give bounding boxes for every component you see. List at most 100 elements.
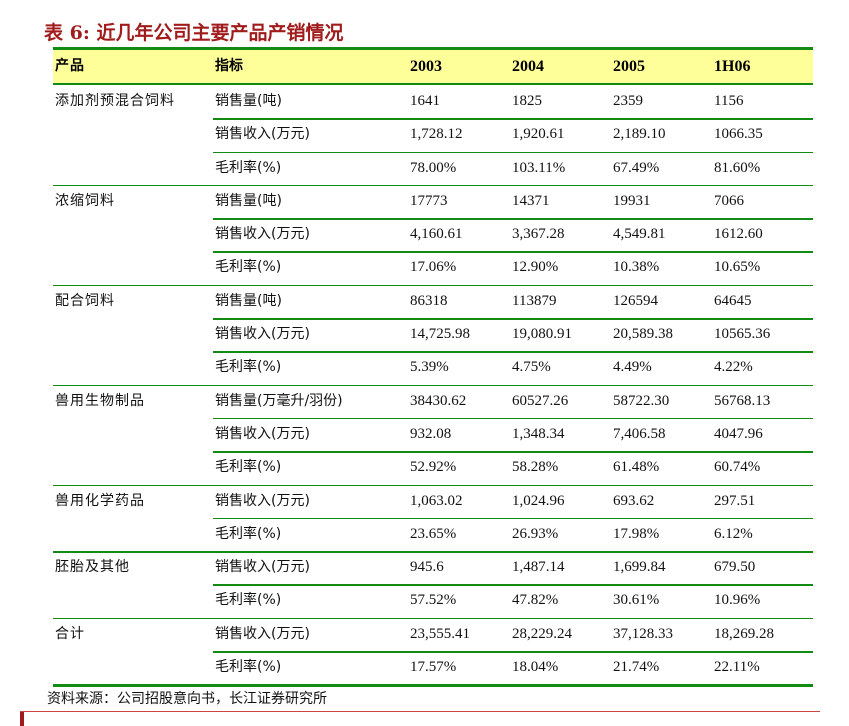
indicator-cell: 销售收入(万元) [215,226,310,243]
header-1h06: 1H06 [714,58,751,75]
table-row: 毛利率(%) 52.92% 58.28% 61.48% 60.74% [53,451,813,484]
value-cell: 26.93% [512,525,559,542]
row-divider [213,451,813,453]
value-cell: 103.11% [512,159,566,176]
row-divider [213,118,813,120]
value-cell: 2,189.10 [613,126,666,143]
value-cell: 10565.36 [714,326,771,343]
value-cell: 4,160.61 [410,226,463,243]
value-cell: 10.96% [714,592,761,609]
value-cell: 679.50 [714,559,756,576]
value-cell: 81.60% [714,159,761,176]
row-divider [53,384,813,387]
value-cell: 67.49% [613,159,660,176]
value-cell: 4,549.81 [613,226,666,243]
indicator-cell: 毛利率(%) [215,159,282,176]
table-body: 添加剂预混合饲料 销售量(吨) 1641 1825 2359 1156 销售收入(万元) 1,… [53,85,813,684]
table-row: 胚胎及其他 销售收入(万元) 945.6 1,487.14 1,699.84 679.50 [53,551,813,584]
header-2004: 2004 [512,58,544,75]
value-cell: 47.82% [512,592,559,609]
value-cell: 1,728.12 [410,126,463,143]
indicator-cell: 销售收入(万元) [215,425,310,442]
indicator-cell: 销售量(吨) [215,192,282,209]
value-cell: 297.51 [714,492,756,509]
row-divider [213,584,813,586]
value-cell: 14,725.98 [410,326,470,343]
table-row: 毛利率(%) 78.00% 103.11% 67.49% 81.60% [53,151,813,185]
row-divider [213,417,813,420]
value-cell: 113879 [512,292,557,309]
indicator-cell: 销售收入(万元) [215,126,310,143]
indicator-cell: 销售收入(万元) [215,559,310,576]
value-cell: 17.98% [613,525,660,542]
indicator-cell: 销售量(吨) [215,93,282,109]
row-divider [53,617,813,620]
value-cell: 1,024.96 [512,492,565,509]
product-name: 配合饲料 [55,292,115,309]
value-cell: 932.08 [410,425,452,442]
value-cell: 6.12% [714,525,753,542]
value-cell: 17773 [410,192,448,209]
value-cell: 14371 [512,192,550,209]
table-row: 销售收入(万元) 14,725.98 19,080.91 20,589.38 10565… [53,318,813,351]
value-cell: 4.75% [512,359,551,376]
value-cell: 10.65% [714,259,761,276]
value-cell: 1612.60 [714,226,763,243]
next-section-heading-bar [20,711,820,726]
table-row: 合计 销售收入(万元) 23,555.41 28,229.24 37,128.33 18,… [53,617,813,651]
table-row: 兽用生物制品 销售量(万毫升/羽份) 38430.62 60527.26 58722.3… [53,384,813,418]
value-cell: 22.11% [714,659,760,676]
header-product: 产品 [55,58,85,74]
product-name: 浓缩饲料 [55,192,115,209]
product-name: 添加剂预混合饲料 [55,93,175,109]
row-divider [213,651,813,653]
value-cell: 38430.62 [410,392,467,409]
value-cell: 2359 [613,93,643,109]
table-row: 销售收入(万元) 1,728.12 1,920.61 2,189.10 1066.35 [53,118,813,151]
value-cell: 1,487.14 [512,559,565,576]
value-cell: 1825 [512,93,542,109]
indicator-cell: 毛利率(%) [215,659,282,676]
table-row: 毛利率(%) 23.65% 26.93% 17.98% 6.12% [53,517,813,551]
indicator-cell: 毛利率(%) [215,525,282,542]
value-cell: 1156 [714,93,744,109]
value-cell: 1641 [410,93,440,109]
table-row: 销售收入(万元) 932.08 1,348.34 7,406.58 4047.96 [53,417,813,451]
value-cell: 30.61% [613,592,660,609]
table-row: 添加剂预混合饲料 销售量(吨) 1641 1825 2359 1156 [53,85,813,118]
product-sales-table: 产品 指标 2003 2004 2005 1H06 添加剂预混合饲料 销售量(吨)… [53,47,813,688]
value-cell: 1,920.61 [512,126,565,143]
value-cell: 4047.96 [714,425,763,442]
indicator-cell: 毛利率(%) [215,459,282,476]
value-cell: 23,555.41 [410,625,470,642]
header-2003: 2003 [410,58,442,75]
value-cell: 58.28% [512,459,559,476]
value-cell: 28,229.24 [512,625,572,642]
value-cell: 17.57% [410,659,457,676]
value-cell: 1,699.84 [613,559,666,576]
value-cell: 86318 [410,292,448,309]
table-row: 毛利率(%) 17.57% 18.04% 21.74% 22.11% [53,651,813,684]
value-cell: 7066 [714,192,744,209]
source-note: 资料来源：公司招股意向书，长江证券研究所 [47,691,327,707]
row-divider [213,151,813,154]
value-cell: 126594 [613,292,658,309]
table-row: 配合饲料 销售量(吨) 86318 113879 126594 64645 [53,284,813,318]
value-cell: 693.62 [613,492,655,509]
header-indicator: 指标 [215,58,243,74]
value-cell: 60.74% [714,459,761,476]
table-row: 浓缩饲料 销售量(吨) 17773 14371 19931 7066 [53,184,813,218]
row-divider [53,184,813,187]
table-row: 兽用化学药品 销售收入(万元) 1,063.02 1,024.96 693.62 297.… [53,484,813,518]
value-cell: 17.06% [410,259,457,276]
value-cell: 19,080.91 [512,326,572,343]
value-cell: 37,128.33 [613,625,673,642]
value-cell: 7,406.58 [613,425,666,442]
value-cell: 12.90% [512,259,559,276]
row-divider [53,551,813,553]
table-row: 毛利率(%) 5.39% 4.75% 4.49% 4.22% [53,351,813,384]
product-name: 兽用化学药品 [55,492,145,509]
value-cell: 1,348.34 [512,425,565,442]
row-divider [213,251,813,253]
value-cell: 61.48% [613,459,660,476]
